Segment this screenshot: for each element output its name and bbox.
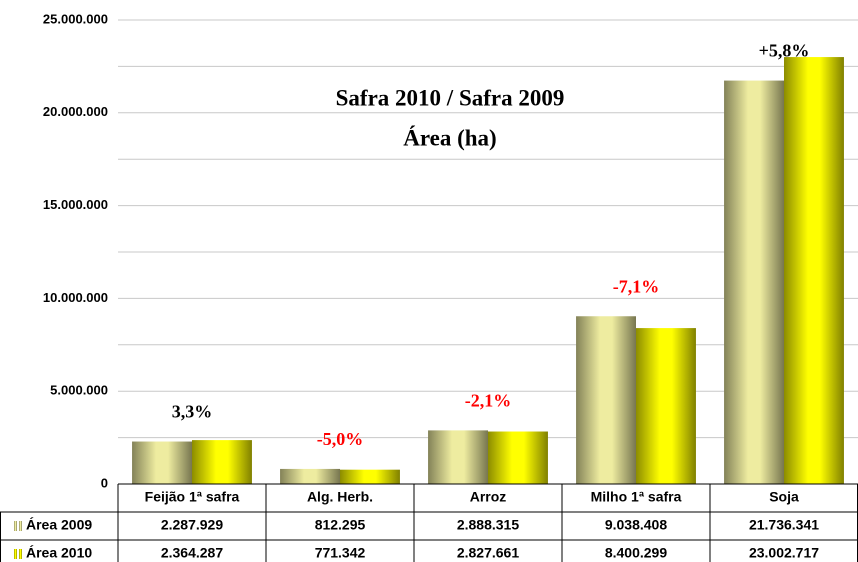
y-tick-label: 20.000.000 [43, 104, 108, 119]
category-label: Milho 1ª safra [591, 489, 682, 505]
bar [576, 316, 636, 484]
table-value: 21.736.341 [749, 517, 819, 533]
legend-key [19, 521, 22, 531]
table-value: 771.342 [315, 545, 366, 561]
table-value: 9.038.408 [605, 517, 667, 533]
legend-key [19, 549, 22, 559]
annotation: 3,3% [172, 402, 213, 422]
category-label: Feijão 1ª safra [145, 489, 240, 505]
legend-label: Área 2010 [26, 545, 92, 561]
category-label: Soja [769, 489, 799, 505]
category-label: Alg. Herb. [307, 489, 373, 505]
annotation: -2,1% [465, 391, 512, 411]
bar [488, 431, 548, 484]
table-value: 2.364.287 [161, 545, 223, 561]
bar [280, 468, 340, 484]
table-value: 812.295 [315, 517, 366, 533]
bar [192, 440, 252, 484]
bar [784, 57, 844, 484]
legend-label: Área 2009 [26, 517, 92, 533]
y-tick-label: 15.000.000 [43, 197, 108, 212]
legend-key [14, 549, 17, 559]
chart-title: Safra 2010 / Safra 2009 [336, 85, 565, 110]
y-tick-label: 5.000.000 [50, 383, 108, 398]
table-value: 2.888.315 [457, 517, 519, 533]
bar [724, 80, 784, 484]
y-tick-label: 25.000.000 [43, 11, 108, 26]
category-label: Arroz [470, 489, 507, 505]
table-value: 8.400.299 [605, 545, 667, 561]
bar [340, 469, 400, 484]
annotation: -5,0% [317, 429, 364, 449]
annotation: +5,8% [759, 41, 810, 61]
table-value: 23.002.717 [749, 545, 819, 561]
y-tick-label: 10.000.000 [43, 290, 108, 305]
bar [636, 328, 696, 484]
chart-subtitle: Área (ha) [403, 125, 496, 150]
legend-key [14, 521, 17, 531]
bar [132, 441, 192, 484]
table-value: 2.287.929 [161, 517, 223, 533]
annotation: -7,1% [613, 276, 660, 296]
bar [428, 430, 488, 484]
y-tick-label: 0 [101, 475, 108, 490]
table-value: 2.827.661 [457, 545, 519, 561]
